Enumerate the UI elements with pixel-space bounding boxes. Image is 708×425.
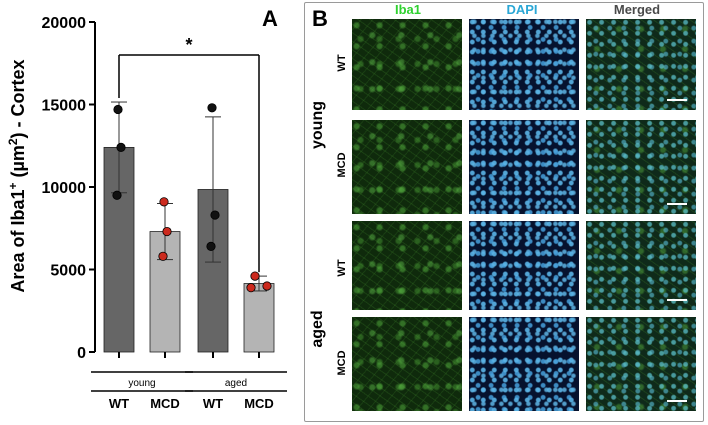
data-point-0-0 (113, 104, 123, 115)
data-point-2-1 (210, 210, 220, 220)
data-point-1-2 (158, 251, 168, 261)
significance-star: * (185, 35, 192, 55)
data-point-1-1 (162, 226, 172, 237)
micrograph-aged-mcd-dapi (469, 317, 579, 411)
micrograph-young-wt-merged (586, 19, 696, 110)
x-category-label-0: WT (109, 396, 129, 411)
x-category-label-3: MCD (244, 396, 274, 411)
data-point-3-1 (262, 281, 272, 291)
group-label-aged: aged (225, 378, 247, 389)
micrograph-aged-wt-dapi (469, 221, 579, 310)
y-tick-label: 5000 (50, 263, 86, 280)
column-header-iba1: Iba1 (394, 2, 421, 17)
y-tick-label: 0 (77, 345, 86, 362)
y-tick-label: 20000 (42, 15, 87, 32)
x-category-label-1: MCD (150, 396, 180, 411)
data-point-0-1 (116, 142, 126, 152)
micrograph-young-wt-dapi (469, 19, 579, 110)
data-point-0-2 (112, 190, 122, 200)
row-label-aged-wt: WT (336, 259, 348, 277)
scale-bar (667, 299, 687, 301)
micrograph-aged-wt-merged (586, 221, 696, 310)
data-point-3-2 (246, 283, 256, 293)
data-point-2-2 (206, 241, 216, 251)
scale-bar (667, 99, 687, 101)
row-label-young-mcd: MCD (336, 152, 348, 178)
micrograph-aged-wt-iba1 (352, 221, 462, 310)
micrograph-young-mcd-merged (586, 120, 696, 214)
y-axis-label: Area of Iba1+ (µm2) - Cortex (6, 59, 28, 292)
panel-a-letter: A (262, 6, 278, 31)
data-point-2-0 (207, 103, 217, 113)
row-label-young-wt: WT (336, 54, 348, 72)
micrograph-aged-mcd-iba1 (352, 317, 462, 411)
micrograph-young-mcd-iba1 (352, 120, 462, 214)
panel-b-letter: B (312, 6, 328, 31)
x-category-label-2: WT (203, 396, 223, 411)
bar-chart: 0 5000 10000 15000 20000 Area of Iba1+ (µm2) … (6, 15, 287, 411)
group-label-young: young (128, 378, 155, 389)
column-header-dapi: DAPI (506, 2, 538, 17)
data-point-1-0 (159, 197, 169, 207)
micrograph-young-mcd-dapi (469, 120, 579, 214)
column-header-merged: Merged (613, 2, 661, 17)
y-tick-label: 10000 (42, 180, 87, 197)
scale-bar (667, 400, 687, 402)
panel-b-frame (304, 2, 704, 422)
group-label-aged: aged (309, 310, 326, 348)
bar-3 (243, 283, 275, 353)
micrograph-young-wt-iba1 (352, 19, 462, 110)
row-label-aged-mcd: MCD (336, 350, 348, 376)
group-label-young: young (309, 101, 326, 149)
micrograph-aged-mcd-merged (586, 317, 696, 411)
y-tick-label: 15000 (42, 98, 87, 115)
scale-bar (667, 203, 687, 205)
data-point-3-0 (250, 271, 260, 281)
